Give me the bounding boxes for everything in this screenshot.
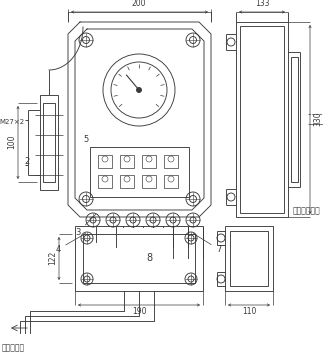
Bar: [142, 175, 156, 188]
Text: 5: 5: [83, 135, 88, 144]
Bar: [225, 226, 273, 291]
Text: 200: 200: [132, 0, 146, 8]
Text: 3: 3: [75, 214, 96, 237]
Text: 7: 7: [193, 234, 222, 254]
Bar: [236, 22, 288, 217]
Bar: [240, 26, 284, 213]
Bar: [164, 155, 178, 168]
Text: 2: 2: [25, 158, 30, 166]
Text: 190: 190: [132, 307, 146, 316]
Text: 4: 4: [55, 233, 86, 254]
Bar: [291, 57, 298, 182]
Text: 110: 110: [242, 307, 256, 316]
Bar: [164, 175, 178, 188]
Bar: [120, 155, 134, 168]
Text: 接至控制线路: 接至控制线路: [293, 207, 321, 215]
Bar: [98, 175, 112, 188]
Text: 100: 100: [7, 135, 16, 149]
Bar: [40, 95, 58, 190]
Bar: [43, 103, 55, 182]
Bar: [120, 175, 134, 188]
Bar: [230, 231, 268, 286]
Text: 接至套管型: 接至套管型: [2, 344, 25, 353]
Bar: [83, 234, 195, 283]
Circle shape: [137, 87, 141, 93]
Text: 330: 330: [313, 112, 322, 126]
Bar: [98, 155, 112, 168]
Text: 122: 122: [48, 251, 57, 265]
Bar: [142, 155, 156, 168]
Text: 133: 133: [255, 0, 269, 8]
Bar: [90, 147, 189, 197]
Text: M27×2: M27×2: [0, 119, 24, 125]
Text: 8: 8: [146, 253, 152, 263]
Bar: [75, 226, 203, 291]
